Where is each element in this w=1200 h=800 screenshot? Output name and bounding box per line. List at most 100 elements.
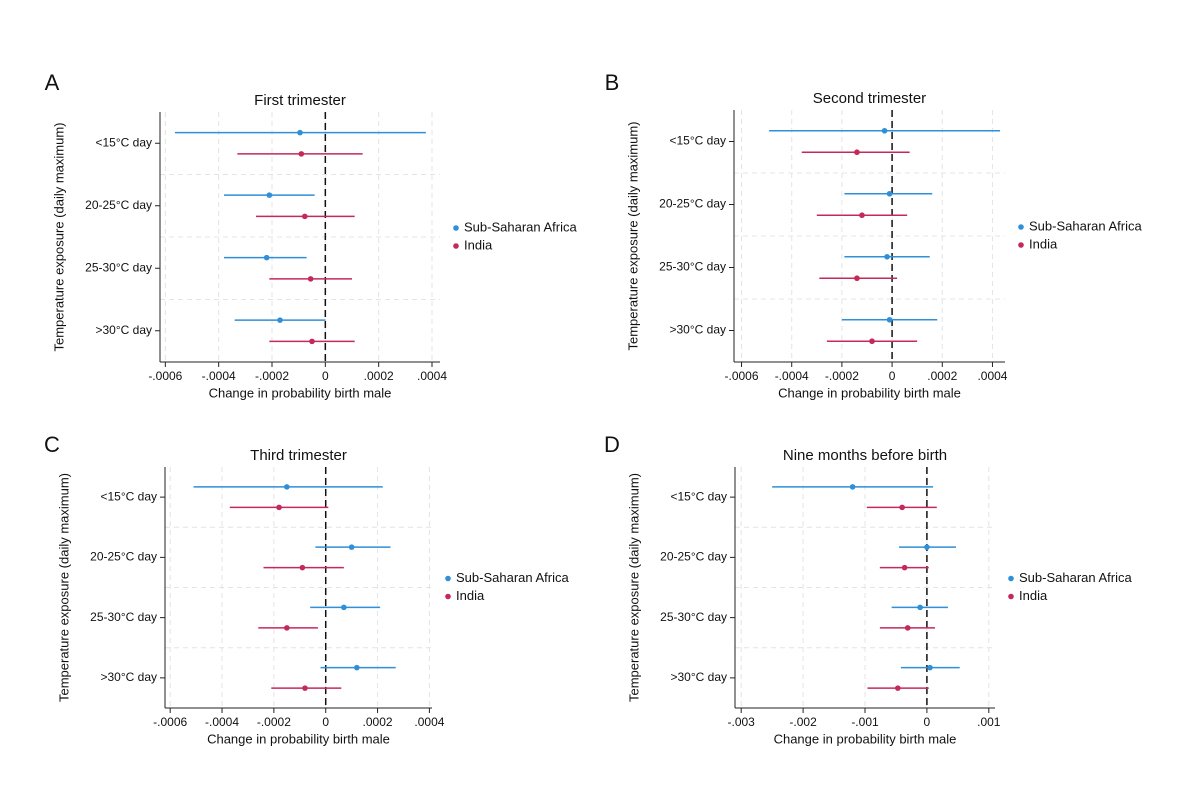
x-tick-label: .0004 xyxy=(977,369,1007,383)
panel-label: C xyxy=(44,432,60,457)
y-tick-label: >30°C day xyxy=(95,323,152,337)
y-axis-label: Temperature exposure (daily maximum) xyxy=(626,473,641,702)
point xyxy=(263,254,270,261)
y-tick-label: >30°C day xyxy=(670,670,727,684)
point xyxy=(277,317,283,323)
point xyxy=(899,504,905,511)
legend-marker xyxy=(1008,593,1014,600)
legend-marker xyxy=(1008,575,1014,582)
y-tick-label: 25-30°C day xyxy=(90,610,157,624)
x-tick-label: 0 xyxy=(322,369,329,383)
point xyxy=(302,685,308,691)
point xyxy=(298,151,305,157)
point xyxy=(297,129,303,136)
x-axis-label: Change in probability birth male xyxy=(778,385,961,400)
x-tick-label: -.0006 xyxy=(725,369,759,383)
legend-label: Sub-Saharan Africa xyxy=(1019,570,1133,585)
legend-marker xyxy=(1018,224,1024,230)
point xyxy=(307,276,314,282)
x-tick-label: -.0002 xyxy=(257,715,291,729)
x-tick-label: .0002 xyxy=(927,369,957,383)
chart-title: Third trimester xyxy=(250,447,347,464)
point xyxy=(886,316,893,323)
x-tick-label: -.0006 xyxy=(153,715,187,729)
point xyxy=(854,149,860,156)
legend-label: India xyxy=(464,237,493,252)
point xyxy=(348,544,355,550)
point xyxy=(284,484,290,490)
y-tick-label: <15°C day xyxy=(670,489,727,503)
point xyxy=(886,190,893,197)
point xyxy=(924,544,930,550)
y-tick-label: 20-25°C day xyxy=(659,197,726,211)
legend-marker xyxy=(445,575,451,582)
y-tick-label: 20-25°C day xyxy=(90,550,157,564)
x-tick-label: -.0006 xyxy=(148,369,182,383)
y-tick-label: >30°C day xyxy=(669,323,726,337)
chart-title: First trimester xyxy=(254,92,346,109)
legend-label: India xyxy=(456,588,485,603)
point xyxy=(302,213,308,220)
point xyxy=(904,625,911,631)
point xyxy=(859,212,865,219)
x-tick-label: -.0004 xyxy=(205,715,239,729)
y-tick-label: 20-25°C day xyxy=(85,198,152,212)
legend-label: Sub-Saharan Africa xyxy=(464,219,578,234)
point xyxy=(884,253,890,260)
panel-label: A xyxy=(45,70,60,95)
point xyxy=(266,192,273,198)
y-tick-label: 25-30°C day xyxy=(659,260,726,274)
point xyxy=(927,664,933,671)
x-tick-label: .0004 xyxy=(414,715,444,729)
x-tick-label: .0002 xyxy=(363,715,393,729)
legend-label: India xyxy=(1019,588,1048,603)
point xyxy=(901,564,908,571)
y-tick-label: 20-25°C day xyxy=(660,550,727,564)
point xyxy=(849,484,856,490)
y-axis-label: Temperature exposure (daily maximum) xyxy=(56,473,71,702)
x-tick-label: 0 xyxy=(889,369,896,383)
y-tick-label: <15°C day xyxy=(95,135,152,149)
x-tick-label: .0002 xyxy=(364,369,394,383)
point xyxy=(917,604,923,611)
x-tick-label: -.0002 xyxy=(825,369,859,383)
legend-marker xyxy=(445,593,451,600)
x-tick-label: -.003 xyxy=(728,715,756,729)
point xyxy=(309,338,315,345)
point xyxy=(341,604,347,611)
x-tick-label: 0 xyxy=(924,715,931,729)
y-tick-label: 25-30°C day xyxy=(85,260,152,274)
point xyxy=(284,625,290,631)
legend-label: Sub-Saharan Africa xyxy=(456,570,570,585)
legend-label: Sub-Saharan Africa xyxy=(1029,218,1143,233)
x-tick-label: -.0002 xyxy=(255,369,289,383)
point xyxy=(299,564,306,571)
point xyxy=(881,127,888,134)
y-tick-label: >30°C day xyxy=(100,670,157,684)
x-axis-label: Change in probability birth male xyxy=(774,731,957,746)
x-tick-label: -.002 xyxy=(789,715,817,729)
panel-label: D xyxy=(604,432,620,457)
x-tick-label: -.0004 xyxy=(202,369,236,383)
x-axis-label: Change in probability birth male xyxy=(209,385,392,400)
y-tick-label: <15°C day xyxy=(100,489,157,503)
x-tick-label: .001 xyxy=(977,715,1001,729)
x-tick-label: .0004 xyxy=(417,369,447,383)
point xyxy=(276,504,282,511)
x-tick-label: -.001 xyxy=(851,715,879,729)
chart-title: Second trimester xyxy=(813,90,926,107)
legend-marker xyxy=(1018,242,1024,248)
x-axis-label: Change in probability birth male xyxy=(207,731,390,746)
point xyxy=(354,664,360,671)
legend-label: India xyxy=(1029,236,1058,251)
y-tick-label: 25-30°C day xyxy=(660,610,727,624)
point xyxy=(895,685,901,691)
legend-marker xyxy=(453,225,459,231)
y-axis-label: Temperature exposure (daily maximum) xyxy=(51,122,66,351)
point xyxy=(854,275,860,282)
x-tick-label: -.0004 xyxy=(775,369,809,383)
chart-title: Nine months before birth xyxy=(783,447,947,464)
legend-marker xyxy=(453,243,459,249)
y-axis-label: Temperature exposure (daily maximum) xyxy=(625,121,640,350)
